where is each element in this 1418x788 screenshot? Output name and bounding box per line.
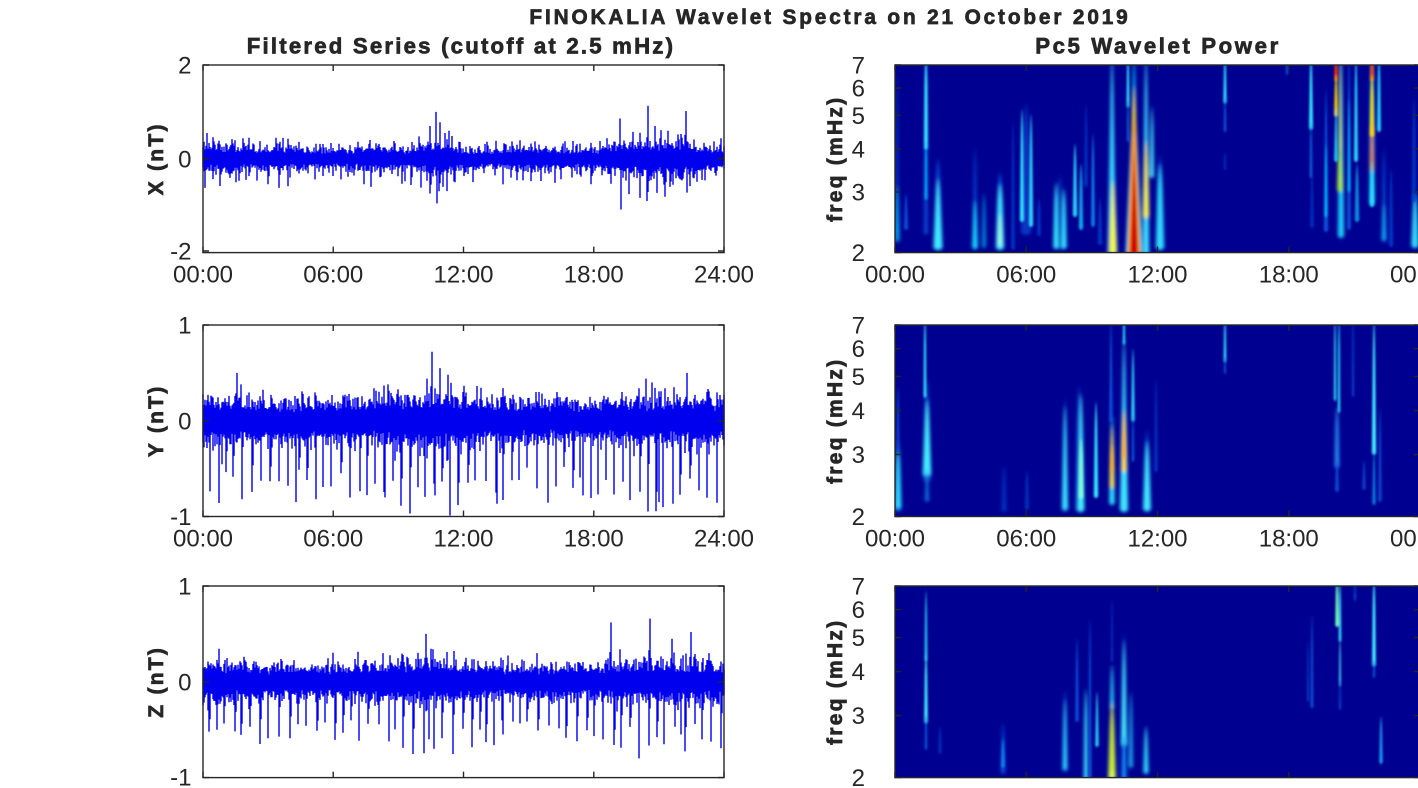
svg-text:-1: -1 (170, 504, 191, 531)
svg-text:06:00: 06:00 (303, 262, 363, 289)
svg-text:24:00: 24:00 (694, 262, 754, 289)
svg-text:2: 2 (178, 53, 191, 80)
svg-text:2: 2 (852, 504, 865, 531)
svg-text:5: 5 (852, 364, 865, 391)
svg-text:5: 5 (852, 103, 865, 130)
svg-text:12:00: 12:00 (433, 526, 493, 553)
svg-text:Pc5 Wavelet Power: Pc5 Wavelet Power (1035, 34, 1281, 59)
svg-text:4: 4 (852, 659, 865, 686)
svg-text:7: 7 (852, 53, 865, 80)
svg-text:freq (mHz): freq (mHz) (824, 358, 847, 484)
svg-text:00:00: 00:00 (173, 526, 233, 553)
svg-text:1: 1 (178, 313, 191, 340)
svg-text:6: 6 (852, 336, 865, 363)
svg-text:Filtered Series (cutoff at 2.5: Filtered Series (cutoff at 2.5 mHz) (247, 34, 675, 59)
svg-text:6: 6 (852, 76, 865, 103)
svg-text:Y (nT): Y (nT) (145, 384, 168, 457)
svg-text:3: 3 (852, 442, 865, 469)
svg-text:7: 7 (852, 313, 865, 340)
svg-text:-2: -2 (170, 239, 191, 266)
svg-text:24:00: 24:00 (694, 526, 754, 553)
svg-text:7: 7 (852, 574, 865, 601)
svg-text:00:00: 00:00 (1390, 262, 1418, 289)
svg-text:18:00: 18:00 (564, 262, 624, 289)
svg-text:X (nT): X (nT) (145, 122, 168, 195)
svg-text:06:00: 06:00 (303, 526, 363, 553)
svg-text:12:00: 12:00 (1127, 526, 1187, 553)
svg-text:00:00: 00:00 (1390, 526, 1418, 553)
svg-text:freq (mHz): freq (mHz) (824, 96, 847, 222)
svg-text:0: 0 (178, 408, 191, 435)
svg-text:6: 6 (852, 597, 865, 624)
svg-text:0: 0 (178, 669, 191, 696)
svg-text:00:00: 00:00 (865, 262, 925, 289)
svg-text:2: 2 (852, 240, 865, 267)
svg-text:06:00: 06:00 (996, 526, 1056, 553)
svg-text:12:00: 12:00 (433, 262, 493, 289)
svg-text:4: 4 (852, 136, 865, 163)
svg-text:18:00: 18:00 (1259, 526, 1319, 553)
svg-text:1: 1 (178, 574, 191, 601)
svg-text:18:00: 18:00 (1259, 262, 1319, 289)
svg-text:FINOKALIA Wavelet Spectra on 2: FINOKALIA Wavelet Spectra on 21 October … (529, 6, 1130, 29)
svg-text:3: 3 (852, 703, 865, 730)
svg-text:4: 4 (852, 398, 865, 425)
svg-text:Z (nT): Z (nT) (145, 646, 168, 718)
svg-text:06:00: 06:00 (996, 262, 1056, 289)
svg-text:3: 3 (852, 179, 865, 206)
svg-text:freq (mHz): freq (mHz) (824, 619, 847, 745)
svg-text:00:00: 00:00 (173, 262, 233, 289)
svg-text:5: 5 (852, 625, 865, 652)
svg-text:18:00: 18:00 (564, 526, 624, 553)
svg-text:-1: -1 (170, 765, 191, 788)
svg-text:12:00: 12:00 (1127, 262, 1187, 289)
svg-text:2: 2 (852, 765, 865, 788)
svg-text:0: 0 (178, 146, 191, 173)
svg-text:00:00: 00:00 (865, 526, 925, 553)
